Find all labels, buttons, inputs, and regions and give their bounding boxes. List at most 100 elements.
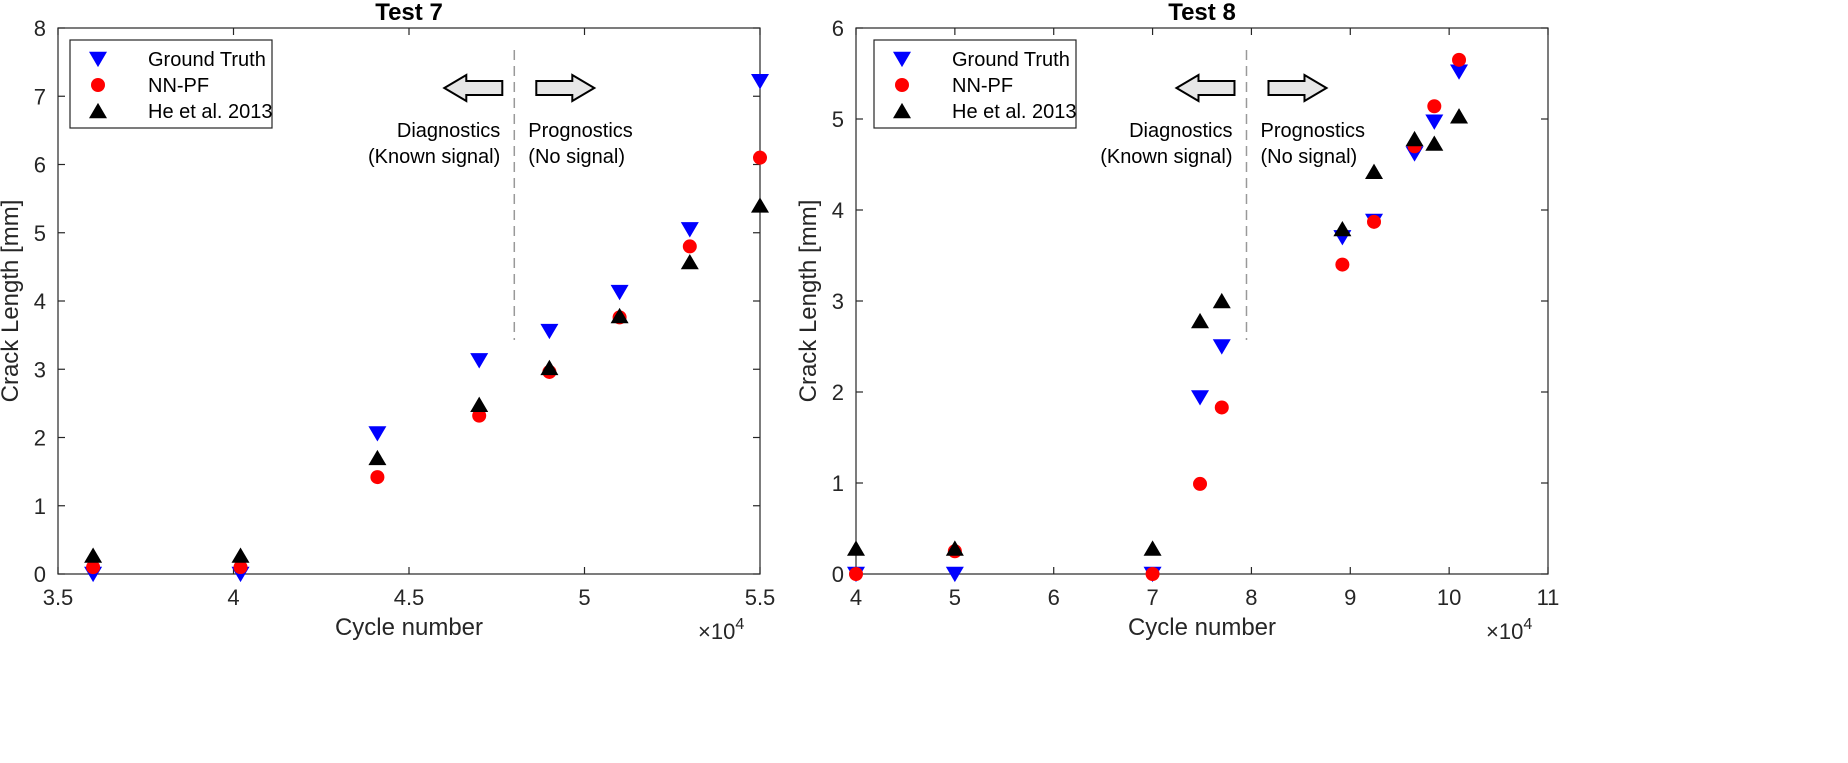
x-tick-label: 9	[1344, 585, 1356, 610]
data-point	[1450, 64, 1469, 80]
data-point	[233, 560, 248, 575]
x-axis-multiplier: ×104	[698, 616, 744, 644]
data-point	[753, 150, 767, 165]
y-tick-label: 5	[34, 221, 46, 246]
data-point	[472, 408, 487, 423]
data-point	[680, 222, 699, 238]
annotation-known-signal: (Known signal)	[368, 146, 500, 168]
x-tick-label: 5	[578, 585, 590, 610]
data-point	[370, 470, 385, 485]
y-tick-label: 2	[832, 380, 844, 405]
right-arrow-icon	[1267, 73, 1329, 103]
x-tick-label: 6	[1048, 585, 1060, 610]
data-point	[1405, 130, 1424, 147]
legend-label: Ground Truth	[952, 49, 1070, 71]
annotation-diagnostics: Diagnostics	[397, 120, 500, 142]
x-tick-label: 4	[850, 585, 862, 610]
x-tick-label: 3.5	[43, 585, 74, 610]
data-point	[1191, 312, 1210, 329]
data-point	[849, 567, 863, 581]
legend-label: NN-PF	[148, 75, 209, 97]
legend-label: He et al. 2013	[952, 101, 1077, 123]
annotation-prognostics: Prognostics	[528, 120, 633, 142]
data-point	[945, 566, 964, 583]
legend-marker-triangle-down	[89, 51, 107, 68]
data-point	[1333, 221, 1352, 237]
x-axis-multiplier: ×104	[1486, 616, 1532, 644]
annotation-no-signal: (No signal)	[1260, 146, 1357, 168]
data-point	[368, 449, 387, 466]
data-point	[1450, 108, 1469, 124]
left-arrow-icon	[442, 73, 504, 103]
x-tick-label: 11	[1537, 585, 1560, 610]
series-he-et-al-2013	[84, 197, 769, 563]
data-point	[84, 547, 103, 563]
data-point	[1143, 540, 1162, 556]
y-axis-label: Crack Length [mm]	[0, 200, 24, 403]
x-tick-label: 4	[227, 585, 239, 610]
series-he-et-al-2013	[847, 108, 1469, 556]
data-point	[945, 540, 964, 556]
x-tick-label: 10	[1437, 585, 1461, 610]
data-point	[1193, 476, 1208, 491]
annotation-prognostics: Prognostics	[1260, 120, 1365, 142]
chart-title: Test 7	[375, 0, 443, 26]
y-tick-label: 3	[832, 289, 844, 314]
legend-marker-triangle-down	[893, 51, 911, 68]
data-point	[682, 239, 697, 254]
data-point	[540, 323, 559, 340]
series-nn-pf	[86, 150, 767, 575]
x-tick-label: 5.5	[745, 585, 776, 610]
data-point	[610, 284, 629, 301]
data-point	[1427, 99, 1442, 114]
x-axis-label: Cycle number	[335, 614, 483, 641]
data-point	[1452, 52, 1467, 67]
y-tick-label: 6	[832, 16, 844, 41]
annotation-known-signal: (Known signal)	[1100, 146, 1232, 168]
x-tick-label: 4.5	[394, 585, 425, 610]
legend-marker-triangle-up	[893, 102, 911, 119]
y-tick-label: 0	[832, 562, 844, 587]
data-point	[751, 74, 769, 90]
legend-label: NN-PF	[952, 75, 1013, 97]
legend-marker-circle	[91, 78, 105, 92]
data-point	[1335, 257, 1350, 272]
data-point	[1367, 214, 1382, 229]
x-tick-label: 5	[949, 585, 961, 610]
data-point	[751, 197, 769, 213]
y-tick-label: 7	[34, 84, 46, 109]
data-point	[680, 253, 699, 270]
data-point	[1425, 135, 1444, 151]
data-point	[1145, 567, 1160, 581]
data-point	[1212, 292, 1231, 309]
y-tick-label: 3	[34, 357, 46, 382]
x-tick-label: 7	[1146, 585, 1158, 610]
data-point	[610, 307, 629, 324]
legend-marker-circle	[895, 78, 909, 92]
data-point	[847, 540, 865, 556]
data-point	[1365, 163, 1384, 179]
chart-test-7: 3.5 4 4.5 5 5.5 0 1 2 3 4 5 6 7 8 Test 7 Cycle number Cr…	[0, 0, 775, 644]
chart-test-8: 4 5 6 7 8 9 10 11 0 1 2 3 4 5 6 Test 8 Cycle number Crack…	[795, 0, 1559, 644]
data-point	[1191, 390, 1210, 406]
y-tick-label: 8	[34, 16, 46, 41]
right-arrow-icon	[535, 73, 597, 103]
data-point	[470, 396, 489, 412]
y-tick-label: 4	[832, 198, 844, 223]
data-point	[1214, 400, 1229, 415]
data-point	[231, 547, 250, 563]
data-point	[1425, 114, 1444, 130]
x-tick-label: 8	[1245, 585, 1257, 610]
data-point	[86, 560, 101, 575]
legend-label: He et al. 2013	[148, 101, 273, 123]
y-tick-label: 1	[832, 471, 844, 496]
x-axis-multiplier-exponent: 4	[1523, 616, 1532, 633]
chart-title: Test 8	[1168, 0, 1236, 26]
y-tick-label: 6	[34, 153, 46, 178]
series-ground-truth	[847, 64, 1469, 583]
legend-marker-triangle-up	[89, 102, 107, 119]
data-point	[368, 426, 387, 442]
x-axis-label: Cycle number	[1128, 614, 1276, 641]
legend-label: Ground Truth	[148, 49, 266, 71]
